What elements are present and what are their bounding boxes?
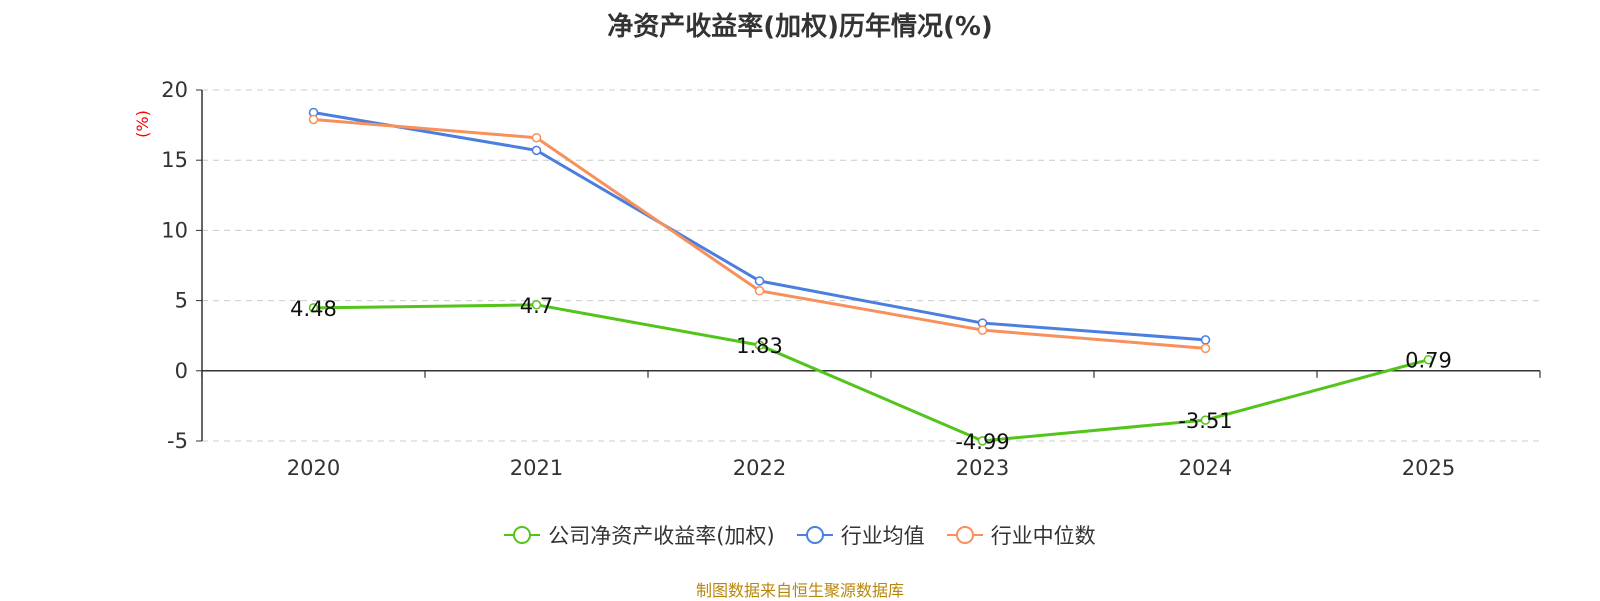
x-tick-label: 2020: [287, 456, 340, 480]
data-point: [977, 325, 988, 335]
data-point: [531, 132, 542, 143]
data-point: [1423, 354, 1434, 365]
chart-title: 净资产收益率(加权)历年情况(%): [607, 12, 993, 42]
data-point: [754, 286, 765, 296]
legend-marker-icon: [796, 526, 833, 544]
data-label: 4.7: [520, 294, 553, 318]
y-tick-label: 0: [175, 359, 188, 383]
legend-marker-icon: [504, 526, 541, 544]
legend-label: 行业均值: [840, 524, 925, 548]
legend: 公司净资产收益率(加权) 行业均值 行业中位数: [0, 520, 1600, 550]
chart-svg: 20 15 10 5 0 -5 2020 2021 2022 2023 2024 2025 (%) 4.4…: [133, 78, 1541, 480]
legend-label: 公司净资产收益率(加权): [548, 524, 775, 548]
x-tick-label: 2023: [956, 456, 1009, 480]
data-label: 4.48: [290, 297, 337, 321]
data-point: [531, 300, 542, 310]
legend-marker-icon: [946, 526, 983, 544]
data-point: [308, 114, 319, 125]
legend-label: 行业中位数: [990, 524, 1096, 548]
x-tick-label: 2025: [1402, 456, 1455, 480]
series-line: [313, 117, 1206, 350]
y-axis-label: (%): [133, 110, 152, 138]
data-point: [308, 303, 319, 313]
x-tick-label: 2021: [510, 456, 563, 480]
data-point: [1200, 343, 1211, 354]
legend-item-industry-mean[interactable]: 行业均值: [796, 520, 925, 550]
y-tick-label: -5: [167, 429, 188, 453]
data-label: -4.99: [955, 430, 1009, 454]
y-tick-label: 10: [161, 218, 188, 242]
data-point: [754, 340, 765, 350]
series-line: [313, 303, 1429, 443]
data-label: 0.79: [1405, 349, 1452, 373]
x-tick-label: 2022: [733, 456, 786, 480]
x-tick-label: 2024: [1179, 456, 1232, 480]
y-tick-label: 20: [161, 78, 188, 102]
legend-item-company-roe[interactable]: 公司净资产收益率(加权): [504, 520, 775, 550]
source-note: 制图数据来自恒生聚源数据库: [695, 581, 904, 600]
data-label: -3.51: [1178, 409, 1232, 433]
legend-item-industry-median[interactable]: 行业中位数: [946, 520, 1096, 550]
data-point: [531, 145, 542, 156]
y-tick-label: 15: [161, 148, 188, 172]
data-point: [1200, 415, 1211, 425]
y-tick-label: 5: [175, 289, 188, 313]
data-point: [754, 276, 765, 286]
data-label: 1.83: [736, 334, 783, 358]
data-point: [1200, 335, 1211, 345]
data-point: [977, 436, 988, 446]
